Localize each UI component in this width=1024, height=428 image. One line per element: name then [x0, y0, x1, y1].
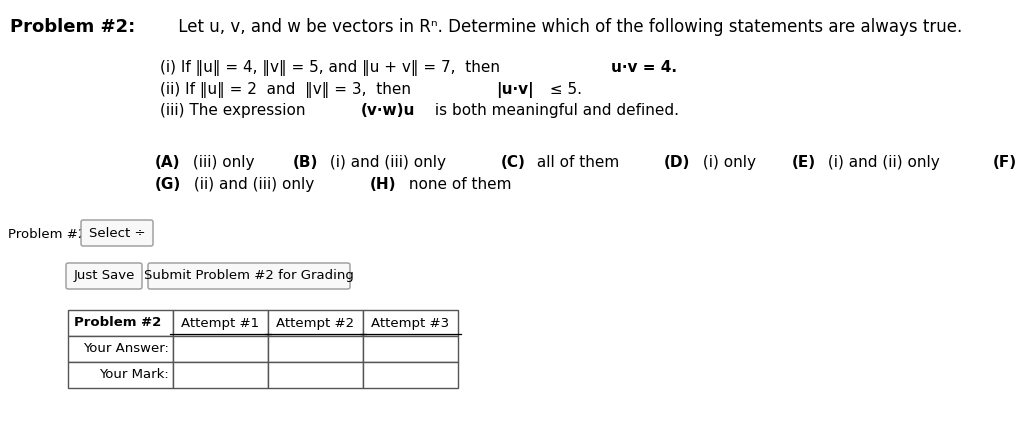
FancyBboxPatch shape [81, 220, 153, 246]
Text: Attempt #2: Attempt #2 [276, 316, 354, 330]
Text: u·v = 4.: u·v = 4. [611, 60, 677, 75]
Bar [362, 336, 458, 362]
Text: Attempt #3: Attempt #3 [372, 316, 450, 330]
Bar [268, 310, 362, 336]
Bar [362, 362, 458, 388]
Text: (H): (H) [370, 177, 396, 192]
Text: (F): (F) [992, 155, 1017, 170]
Text: (A): (A) [155, 155, 180, 170]
FancyBboxPatch shape [148, 263, 350, 289]
Text: (B): (B) [293, 155, 318, 170]
Text: is both meaningful and defined.: is both meaningful and defined. [430, 103, 680, 118]
Bar [68, 336, 173, 362]
Text: Your Mark:: Your Mark: [99, 369, 169, 381]
Text: Your Answer:: Your Answer: [83, 342, 169, 356]
Bar [173, 362, 268, 388]
Bar [268, 362, 362, 388]
Text: (E): (E) [792, 155, 816, 170]
Bar [362, 310, 458, 336]
Text: Just Save: Just Save [74, 270, 135, 282]
Bar [68, 310, 173, 336]
Text: (ii) If ‖u‖ = 2  and  ‖v‖ = 3,  then: (ii) If ‖u‖ = 2 and ‖v‖ = 3, then [160, 82, 421, 98]
Text: (D): (D) [664, 155, 690, 170]
Text: Attempt #1: Attempt #1 [181, 316, 259, 330]
Text: all of them: all of them [532, 155, 634, 170]
Text: ≤ 5.: ≤ 5. [545, 82, 583, 97]
Text: (G): (G) [155, 177, 181, 192]
Text: |u·v|: |u·v| [497, 82, 535, 98]
Text: (i) If ‖u‖ = 4, ‖v‖ = 5, and ‖u + v‖ = 7,  then: (i) If ‖u‖ = 4, ‖v‖ = 5, and ‖u + v‖ = 7… [160, 60, 510, 76]
Text: none of them: none of them [403, 177, 511, 192]
Bar [268, 336, 362, 362]
Text: (i) only: (i) only [698, 155, 770, 170]
Text: (ii) and (iii) only: (ii) and (iii) only [188, 177, 329, 192]
Text: Select ÷: Select ÷ [89, 226, 145, 240]
Text: Submit Problem #2 for Grading: Submit Problem #2 for Grading [144, 270, 354, 282]
Text: (i) and (ii) only: (i) and (ii) only [822, 155, 954, 170]
Bar [173, 336, 268, 362]
Text: Let u, v, and w be vectors in Rⁿ. Determine which of the following statements ar: Let u, v, and w be vectors in Rⁿ. Determ… [173, 18, 962, 36]
Text: Problem #2:: Problem #2: [8, 228, 91, 241]
Text: Problem #2: Problem #2 [74, 316, 161, 330]
Text: (C): (C) [501, 155, 525, 170]
Bar [68, 362, 173, 388]
Text: (v·w)u: (v·w)u [360, 103, 415, 118]
Text: (iii) The expression: (iii) The expression [160, 103, 315, 118]
Text: (i) and (iii) only: (i) and (iii) only [326, 155, 461, 170]
FancyBboxPatch shape [66, 263, 142, 289]
Text: (iii) only: (iii) only [187, 155, 269, 170]
Text: Problem #2:: Problem #2: [10, 18, 135, 36]
Bar [173, 310, 268, 336]
